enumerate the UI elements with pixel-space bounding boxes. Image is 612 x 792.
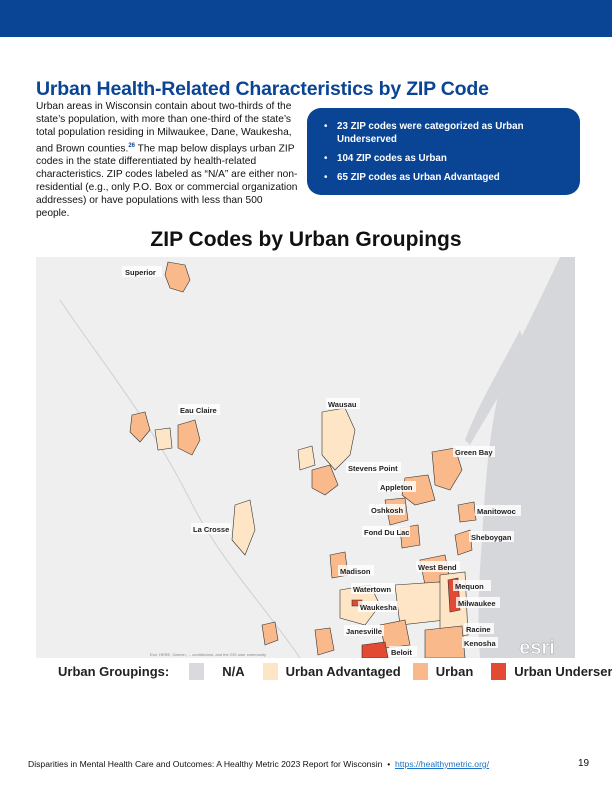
- city-label: Wausau: [326, 398, 360, 409]
- svg-text:Stevens Point: Stevens Point: [348, 464, 398, 473]
- city-label: Waukesha: [358, 601, 398, 612]
- green-bay-inlet: [465, 330, 525, 445]
- city-label: Milwaukee: [456, 597, 500, 608]
- city-label: West Bend: [416, 561, 460, 572]
- svg-text:Kenosha: Kenosha: [464, 639, 497, 648]
- zip-eau-claire: [177, 419, 201, 456]
- city-label: Fond Du Lac: [362, 526, 410, 537]
- map-legend: Urban Groupings: N/A Urban Advantaged Ur…: [58, 663, 612, 680]
- river: [59, 299, 301, 658]
- legend-label: Urban Advantaged: [285, 664, 401, 679]
- city-label: Kenosha: [462, 637, 498, 648]
- zip-sw: [261, 621, 279, 646]
- legend-label: N/A: [222, 664, 245, 679]
- zip-eau-claire: [154, 427, 173, 451]
- city-label: Superior: [122, 266, 162, 277]
- zip-manitowoc: [457, 501, 477, 523]
- svg-text:Oshkosh: Oshkosh: [371, 506, 404, 515]
- city-label: Sheboygan: [469, 531, 514, 542]
- zip-sw: [314, 627, 335, 656]
- city-label: Madison: [338, 565, 374, 576]
- map-attribution: Esri, HERE, Garmin, ... contributors, an…: [150, 652, 266, 657]
- city-label: Watertown: [351, 583, 395, 594]
- city-label: Appleton: [378, 481, 416, 492]
- zip-stevens-point: [311, 464, 339, 496]
- lake-michigan: [478, 257, 575, 658]
- svg-text:West Bend: West Bend: [418, 563, 457, 572]
- legend-swatch-na: [189, 663, 205, 680]
- svg-text:Watertown: Watertown: [353, 585, 391, 594]
- svg-text:Fond Du Lac: Fond Du Lac: [364, 528, 409, 537]
- svg-text:Appleton: Appleton: [380, 483, 413, 492]
- footer: Disparities in Mental Health Care and Ou…: [28, 759, 489, 769]
- zip-superior: [164, 261, 191, 293]
- footer-text: Disparities in Mental Health Care and Ou…: [28, 759, 383, 769]
- city-label: Racine: [464, 623, 494, 634]
- svg-text:Janesville: Janesville: [346, 627, 382, 636]
- footnote-ref[interactable]: 26: [128, 142, 135, 149]
- city-label: Eau Claire: [178, 404, 220, 415]
- stats-callout: 23 ZIP codes were categorized as Urban U…: [307, 108, 580, 195]
- zip-map: Superior Eau Claire Wausau Stevens Point…: [36, 257, 575, 658]
- city-label: La Crosse: [191, 523, 231, 534]
- city-label: Oshkosh: [369, 504, 405, 515]
- zip-green-bay: [431, 447, 463, 491]
- svg-text:Beloit: Beloit: [391, 648, 412, 657]
- zip-janesville: [379, 619, 411, 649]
- city-label: Janesville: [344, 625, 384, 636]
- legend-label: Urban: [435, 664, 474, 679]
- map-title: ZIP Codes by Urban Groupings: [150, 228, 462, 251]
- svg-text:Waukesha: Waukesha: [360, 603, 398, 612]
- zip-eau-claire: [129, 411, 151, 443]
- zip-la-crosse: [231, 499, 256, 556]
- city-label: Stevens Point: [346, 462, 401, 473]
- svg-text:Wausau: Wausau: [328, 400, 357, 409]
- zip-beloit: [361, 641, 389, 658]
- svg-text:Racine: Racine: [466, 625, 491, 634]
- intro-text: Urban areas in Wisconsin contain about t…: [36, 101, 292, 155]
- legend-label: Urban Underserved: [514, 664, 612, 679]
- city-label: Manitowoc: [475, 505, 521, 516]
- footer-separator: •: [387, 759, 391, 769]
- zip-racine-kenosha: [424, 625, 466, 658]
- footer-link[interactable]: https://healthymetric.org/: [395, 759, 490, 769]
- callout-item: 23 ZIP codes were categorized as Urban U…: [324, 120, 568, 146]
- city-label: Beloit: [389, 646, 417, 657]
- header-bar: [0, 0, 612, 37]
- city-label: Mequon: [453, 580, 491, 591]
- svg-text:Madison: Madison: [340, 567, 371, 576]
- legend-title: Urban Groupings:: [58, 664, 170, 679]
- svg-text:Mequon: Mequon: [455, 582, 484, 591]
- zip-sheboygan: [454, 529, 473, 556]
- legend-swatch-urban-advantaged: [262, 663, 278, 680]
- zip-wausau: [297, 445, 316, 471]
- svg-text:Superior: Superior: [125, 268, 156, 277]
- city-label: Green Bay: [453, 446, 495, 457]
- page-title: Urban Health-Related Characteristics by …: [36, 78, 489, 100]
- callout-item: 104 ZIP codes as Urban: [324, 152, 568, 165]
- page-number: 19: [578, 758, 590, 769]
- svg-text:Green Bay: Green Bay: [455, 448, 493, 457]
- legend-swatch-urban: [412, 663, 428, 680]
- intro-text-continued: The map below displays urban ZIP codes i…: [36, 143, 298, 219]
- legend-swatch-urban-underserved: [491, 663, 507, 680]
- svg-text:Eau Claire: Eau Claire: [180, 406, 217, 415]
- zip-waukesha: [394, 581, 446, 626]
- intro-paragraph: Urban areas in Wisconsin contain about t…: [36, 101, 298, 221]
- svg-text:Manitowoc: Manitowoc: [477, 507, 516, 516]
- callout-item: 65 ZIP codes as Urban Advantaged: [324, 171, 568, 184]
- esri-logo: esri: [519, 637, 555, 658]
- svg-text:Milwaukee: Milwaukee: [458, 599, 496, 608]
- svg-text:La Crosse: La Crosse: [193, 525, 229, 534]
- svg-text:Sheboygan: Sheboygan: [471, 533, 512, 542]
